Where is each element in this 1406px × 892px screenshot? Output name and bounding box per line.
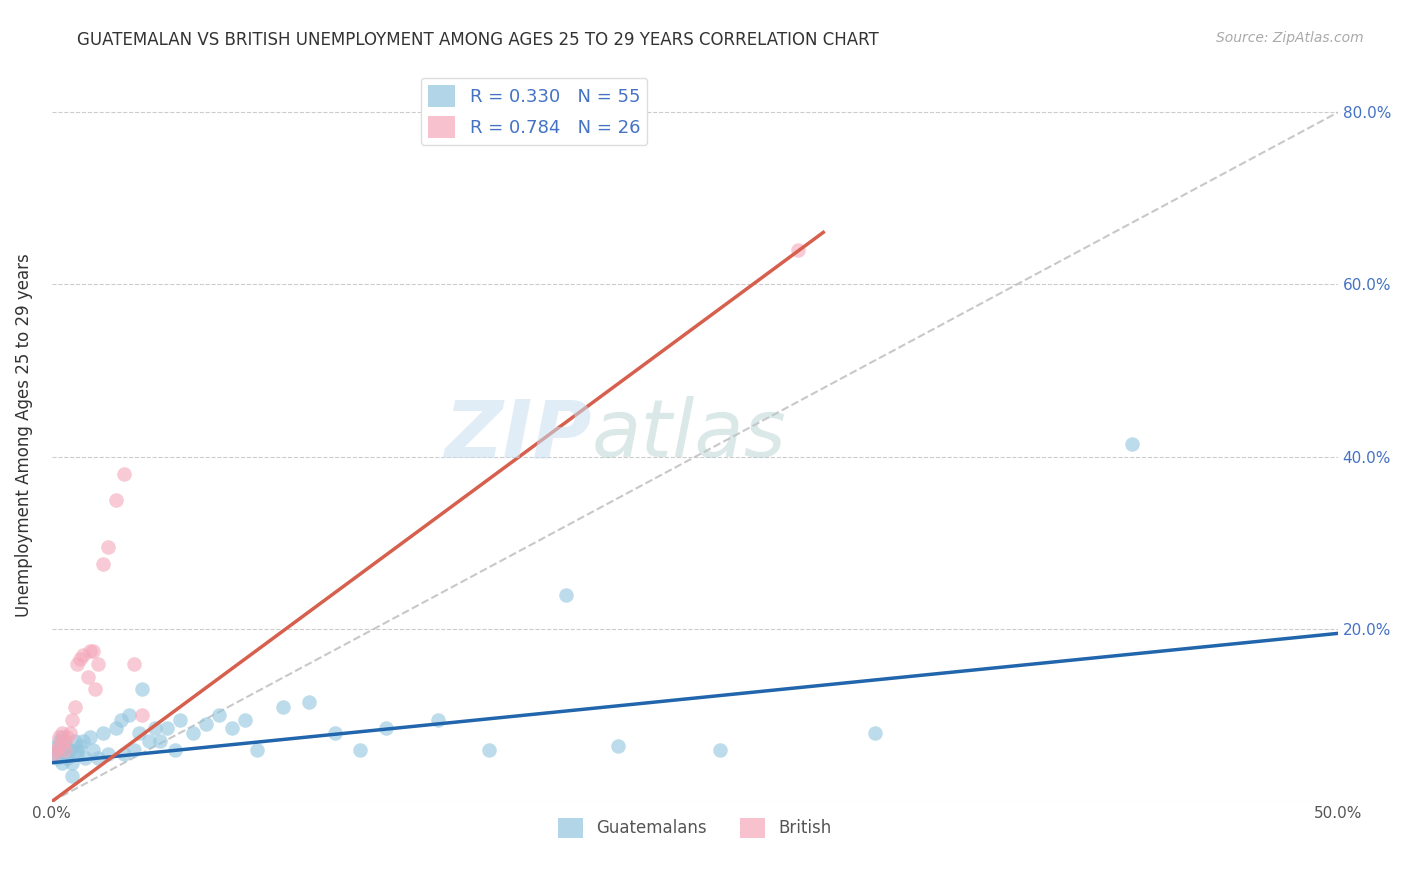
Point: [298, 695, 321, 709]
Point: [110, 713, 132, 727]
Point: [131, 708, 153, 723]
Point: [181, 725, 204, 739]
Point: [786, 243, 808, 257]
Text: GUATEMALAN VS BRITISH UNEMPLOYMENT AMONG AGES 25 TO 29 YEARS CORRELATION CHART: GUATEMALAN VS BRITISH UNEMPLOYMENT AMONG…: [77, 31, 879, 49]
Point: [48, 734, 70, 748]
Point: [82, 743, 104, 757]
Point: [60, 713, 83, 727]
Point: [82, 643, 104, 657]
Point: [56, 730, 79, 744]
Point: [97, 540, 120, 554]
Point: [91, 725, 114, 739]
Point: [131, 682, 153, 697]
Point: [138, 734, 160, 748]
Point: [149, 734, 172, 748]
Point: [208, 708, 231, 723]
Point: [156, 721, 179, 735]
Point: [118, 708, 141, 723]
Point: [63, 699, 86, 714]
Y-axis label: Unemployment Among Ages 25 to 29 years: Unemployment Among Ages 25 to 29 years: [15, 253, 32, 617]
Point: [122, 657, 145, 671]
Point: [165, 743, 187, 757]
Point: [48, 739, 70, 753]
Point: [143, 721, 166, 735]
Point: [323, 725, 346, 739]
Point: [478, 743, 501, 757]
Point: [48, 730, 70, 744]
Point: [375, 721, 398, 735]
Point: [56, 751, 79, 765]
Point: [221, 721, 243, 735]
Text: atlas: atlas: [592, 396, 786, 474]
Point: [105, 492, 128, 507]
Point: [169, 713, 191, 727]
Point: [45, 751, 67, 765]
Point: [44, 747, 66, 761]
Text: Source: ZipAtlas.com: Source: ZipAtlas.com: [1216, 31, 1364, 45]
Point: [44, 747, 66, 761]
Point: [60, 769, 83, 783]
Point: [1121, 436, 1143, 450]
Point: [233, 713, 256, 727]
Point: [195, 717, 218, 731]
Point: [53, 734, 76, 748]
Point: [66, 743, 89, 757]
Point: [53, 743, 76, 757]
Point: [112, 467, 135, 481]
Point: [555, 588, 578, 602]
Point: [51, 756, 73, 770]
Point: [79, 730, 101, 744]
Point: [349, 743, 371, 757]
Point: [112, 747, 135, 761]
Point: [87, 657, 110, 671]
Point: [122, 743, 145, 757]
Point: [79, 643, 101, 657]
Point: [75, 751, 97, 765]
Point: [426, 713, 449, 727]
Point: [72, 734, 94, 748]
Point: [59, 743, 82, 757]
Point: [97, 747, 120, 761]
Point: [76, 669, 98, 683]
Point: [45, 743, 67, 757]
Point: [69, 652, 91, 666]
Point: [105, 721, 128, 735]
Point: [63, 734, 86, 748]
Point: [53, 747, 76, 761]
Point: [48, 743, 70, 757]
Point: [51, 730, 73, 744]
Legend: Guatemalans, British: Guatemalans, British: [551, 811, 838, 845]
Point: [66, 747, 89, 761]
Point: [128, 725, 150, 739]
Point: [91, 558, 114, 572]
Point: [59, 725, 82, 739]
Point: [69, 739, 91, 753]
Point: [84, 682, 107, 697]
Point: [66, 657, 89, 671]
Point: [271, 699, 294, 714]
Point: [60, 756, 83, 770]
Point: [709, 743, 731, 757]
Point: [246, 743, 269, 757]
Point: [45, 739, 67, 753]
Point: [53, 739, 76, 753]
Text: ZIP: ZIP: [444, 396, 592, 474]
Point: [863, 725, 886, 739]
Point: [606, 739, 628, 753]
Point: [72, 648, 94, 662]
Point: [51, 725, 73, 739]
Point: [87, 751, 110, 765]
